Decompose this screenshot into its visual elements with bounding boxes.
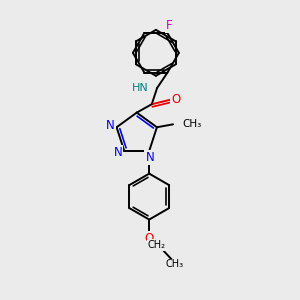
Text: O: O [145, 232, 154, 245]
Text: F: F [166, 19, 172, 32]
Text: N: N [106, 119, 115, 132]
Text: N: N [146, 151, 154, 164]
Text: N: N [113, 146, 122, 159]
Text: CH₃: CH₃ [165, 259, 184, 269]
Text: CH₂: CH₂ [148, 240, 166, 250]
Text: CH₃: CH₃ [182, 119, 202, 129]
Text: HN: HN [132, 83, 149, 93]
Text: O: O [171, 93, 181, 106]
